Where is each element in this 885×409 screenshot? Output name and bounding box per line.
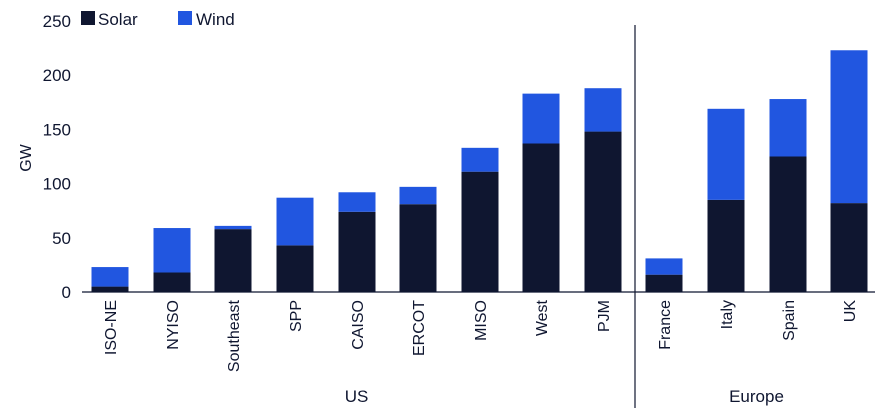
x-tick-label: CAISO xyxy=(350,300,367,350)
bar-solar-spp xyxy=(276,245,314,292)
x-tick-label: ISO-NE xyxy=(103,300,120,355)
bar-wind-iso-ne xyxy=(91,267,129,287)
bar-solar-caiso xyxy=(338,211,376,292)
x-tick-label: West xyxy=(534,299,551,336)
x-tick-label: Southeast xyxy=(226,299,243,372)
bar-solar-southeast xyxy=(214,229,252,292)
x-tick-label: Italy xyxy=(719,300,736,329)
legend: Solar Wind xyxy=(81,10,235,29)
y-tick-label: 0 xyxy=(62,283,71,302)
x-tick-label: ERCOT xyxy=(411,300,428,356)
group-label: Europe xyxy=(729,387,784,406)
bar-solar-france xyxy=(645,274,683,292)
bar-wind-italy xyxy=(707,108,745,200)
y-tick-label: 250 xyxy=(43,12,71,31)
x-tick-label: PJM xyxy=(596,300,613,332)
bars xyxy=(91,50,868,292)
y-tick-label: 150 xyxy=(43,120,71,139)
bar-solar-miso xyxy=(461,171,499,292)
bar-wind-miso xyxy=(461,147,499,172)
legend-swatch-solar xyxy=(81,11,95,25)
bar-wind-spain xyxy=(769,99,807,157)
group-labels: US Europe xyxy=(345,387,784,406)
bar-wind-caiso xyxy=(338,192,376,212)
bar-solar-nyiso xyxy=(153,272,191,292)
bar-solar-west xyxy=(522,143,560,292)
x-tick-label: Spain xyxy=(781,300,798,341)
y-tick-label: 50 xyxy=(52,229,71,248)
bar-wind-west xyxy=(522,93,560,144)
x-tick-label: France xyxy=(657,300,674,350)
category-labels: ISO-NE NYISO Southeast SPP CAISO ERCOT MISO Wes… xyxy=(103,299,859,372)
y-axis-label: GW xyxy=(18,143,35,171)
bar-solar-ercot xyxy=(399,204,437,292)
bar-wind-spp xyxy=(276,197,314,246)
x-tick-label: NYISO xyxy=(165,300,182,350)
group-label: US xyxy=(345,387,369,406)
bar-wind-france xyxy=(645,258,683,275)
y-tick-label: 100 xyxy=(43,175,71,194)
bar-solar-pjm xyxy=(584,131,622,292)
legend-swatch-wind xyxy=(178,11,192,25)
y-tick-label: 200 xyxy=(43,66,71,85)
legend-label-wind: Wind xyxy=(196,10,235,29)
bar-wind-southeast xyxy=(214,225,252,230)
x-tick-label: UK xyxy=(842,300,859,323)
bar-wind-ercot xyxy=(399,186,437,205)
bar-wind-nyiso xyxy=(153,228,191,273)
bar-wind-pjm xyxy=(584,88,622,132)
x-tick-label: MISO xyxy=(473,300,490,341)
legend-label-solar: Solar xyxy=(98,10,138,29)
bar-solar-italy xyxy=(707,199,745,292)
bar-solar-iso-ne xyxy=(91,286,129,292)
bar-wind-uk xyxy=(830,50,868,204)
bar-solar-spain xyxy=(769,156,807,292)
y-axis-ticks: 0 50 100 150 200 250 xyxy=(43,12,71,302)
x-tick-label: SPP xyxy=(288,300,305,332)
bar-solar-uk xyxy=(830,203,868,292)
